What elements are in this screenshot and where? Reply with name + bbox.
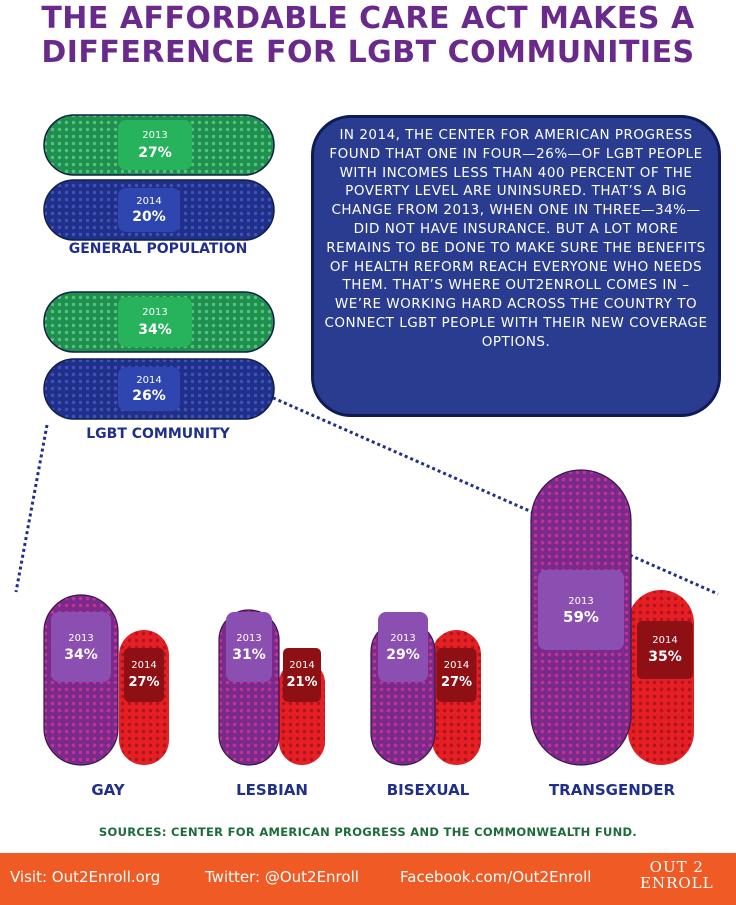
general-population-year-2013: 2013 xyxy=(142,130,167,141)
out2enroll-logo: OUT 2 ENROLL xyxy=(640,859,714,891)
footer-bar: Visit: Out2Enroll.org Twitter: @Out2Enro… xyxy=(0,853,736,905)
lesbian-year-2014: 2014 xyxy=(289,660,314,671)
lgbt-community-year-2013: 2013 xyxy=(142,307,167,318)
lgbt-community-label: LGBT COMMUNITY xyxy=(86,426,230,442)
bisexual-year-2013: 2013 xyxy=(390,633,415,644)
lgbt-community-pad-2014 xyxy=(118,367,180,411)
bisexual-value-2014: 27% xyxy=(441,675,472,690)
bisexual-pad-2014 xyxy=(436,648,477,702)
page-title: THE AFFORDABLE CARE ACT MAKES A DIFFEREN… xyxy=(0,2,736,70)
bisexual-value-2013: 29% xyxy=(386,647,420,663)
general-population-pad-2013 xyxy=(118,120,192,170)
bisexual-pad-2013 xyxy=(378,612,428,682)
general-population-label: GENERAL POPULATION xyxy=(69,241,248,257)
title-line-2: DIFFERENCE FOR LGBT COMMUNITIES xyxy=(41,35,695,70)
lgbt-community-pad-2013 xyxy=(118,297,192,347)
footer-website-link[interactable]: Visit: Out2Enroll.org xyxy=(10,868,161,886)
lgbt-community-value-2014: 26% xyxy=(132,388,166,404)
lesbian-pad-2014 xyxy=(283,648,321,702)
lesbian-label: LESBIAN xyxy=(236,781,308,799)
info-bubble-text: In 2014, the Center for American Progres… xyxy=(324,127,708,350)
logo-line-1: OUT 2 xyxy=(649,858,704,876)
gay-year-2014: 2014 xyxy=(131,660,156,671)
transgender-pad-2013 xyxy=(538,570,624,650)
transgender-value-2014: 35% xyxy=(648,649,682,665)
gay-year-2013: 2013 xyxy=(68,633,93,644)
connector-line-left xyxy=(14,424,49,593)
bisexual-label: BISEXUAL xyxy=(387,781,470,799)
general-population-value-2013: 27% xyxy=(138,145,172,161)
lesbian-value-2014: 21% xyxy=(286,675,317,690)
transgender-value-2013: 59% xyxy=(563,608,599,626)
footer-facebook-link[interactable]: Facebook.com/Out2Enroll xyxy=(400,868,592,886)
gay-pad-2014 xyxy=(124,648,164,702)
general-population-pad-2014 xyxy=(118,188,180,232)
logo-line-2: ENROLL xyxy=(640,874,714,892)
info-bubble xyxy=(311,115,721,417)
bisexual-year-2014: 2014 xyxy=(444,660,469,671)
gay-value-2014: 27% xyxy=(128,675,159,690)
general-population-year-2014: 2014 xyxy=(136,196,161,207)
lesbian-value-2013: 31% xyxy=(232,647,266,663)
footer-twitter-link[interactable]: Twitter: @Out2Enroll xyxy=(205,868,359,886)
lesbian-year-2013: 2013 xyxy=(236,633,261,644)
gay-value-2013: 34% xyxy=(64,647,98,663)
connector-line-right xyxy=(261,391,719,596)
gay-label: GAY xyxy=(91,781,125,799)
lgbt-community-value-2013: 34% xyxy=(138,322,172,338)
title-line-1: THE AFFORDABLE CARE ACT MAKES A xyxy=(41,1,695,36)
gay-pad-2013 xyxy=(51,612,111,682)
lgbt-community-year-2014: 2014 xyxy=(136,375,161,386)
transgender-pad-2014 xyxy=(637,621,693,679)
transgender-label: TRANSGENDER xyxy=(549,781,676,799)
transgender-year-2014: 2014 xyxy=(652,635,677,646)
general-population-value-2014: 20% xyxy=(132,209,166,225)
lesbian-pad-2013 xyxy=(226,612,272,682)
transgender-year-2013: 2013 xyxy=(568,596,593,607)
sources-note: SOURCES: CENTER FOR AMERICAN PROGRESS AN… xyxy=(98,825,638,839)
